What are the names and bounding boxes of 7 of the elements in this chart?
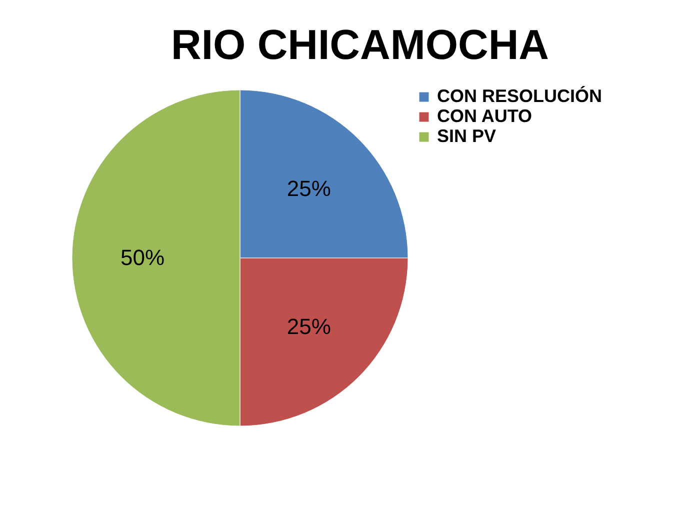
data-label: 25% (286, 314, 331, 339)
legend-label: CON RESOLUCIÓN (437, 86, 602, 106)
legend-label: SIN PV (437, 126, 496, 146)
data-label: 50% (120, 245, 165, 270)
data-label: 25% (286, 176, 331, 202)
legend-label: CON AUTO (437, 106, 532, 126)
chart-title: RIO CHICAMOCHA (171, 21, 549, 68)
